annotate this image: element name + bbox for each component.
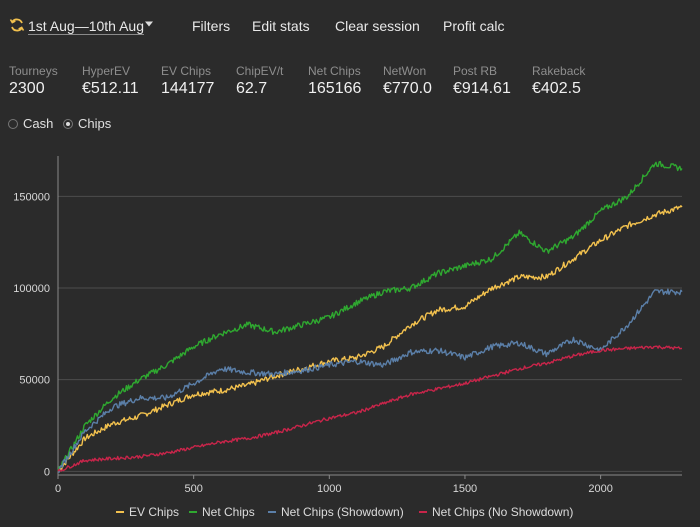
stat-label: Rakeback bbox=[532, 64, 586, 78]
x-tick-label: 1500 bbox=[453, 483, 477, 495]
stat-value: €512.11 bbox=[82, 80, 139, 97]
legend-swatch bbox=[419, 511, 427, 513]
refresh-icon[interactable] bbox=[9, 17, 25, 33]
radio-chips[interactable]: Chips bbox=[63, 116, 111, 131]
legend-swatch bbox=[116, 511, 124, 513]
radio-label: Cash bbox=[23, 116, 54, 131]
stat-value: €914.61 bbox=[453, 80, 511, 97]
legend-label: Net Chips (No Showdown) bbox=[432, 505, 574, 519]
stat-tourneys: Tourneys 2300 bbox=[9, 64, 58, 98]
series-line-net-chips-no-showdown bbox=[57, 345, 683, 472]
legend-label: Net Chips (Showdown) bbox=[281, 505, 404, 519]
legend-item-ev-chips[interactable]: EV Chips bbox=[116, 505, 179, 519]
legend-item-net-chips-no-showdown[interactable]: Net Chips (No Showdown) bbox=[419, 505, 573, 519]
stat-value: 165166 bbox=[308, 80, 362, 97]
legend-item-net-chips[interactable]: Net Chips bbox=[189, 505, 255, 519]
stat-value: 144177 bbox=[161, 80, 215, 97]
stat-rakeback: Rakeback €402.5 bbox=[532, 64, 585, 98]
stat-post-rb: Post RB €914.61 bbox=[453, 64, 511, 98]
x-tick-label: 2000 bbox=[588, 483, 612, 495]
stat-label: HyperEV bbox=[82, 64, 131, 78]
stat-value: €770.0 bbox=[383, 80, 432, 97]
legend-label: Net Chips bbox=[202, 505, 255, 519]
stat-net-chips: Net Chips 165166 bbox=[308, 64, 361, 98]
x-tick-label: 0 bbox=[55, 483, 61, 495]
stat-chipev-per-t: ChipEV/t 62.7 bbox=[236, 64, 283, 98]
stat-value: 62.7 bbox=[236, 80, 268, 97]
series-line-net-chips-showdown bbox=[57, 288, 683, 473]
stat-hyperev: HyperEV €512.11 bbox=[82, 64, 139, 98]
stat-label: ChipEV/t bbox=[236, 64, 284, 78]
date-range-selector[interactable]: 1st Aug—10th Aug bbox=[28, 18, 144, 34]
radio-indicator[interactable] bbox=[8, 118, 18, 129]
y-tick-label: 100000 bbox=[13, 283, 50, 295]
radio-label: Chips bbox=[78, 116, 112, 131]
stat-label: Net Chips bbox=[308, 64, 361, 78]
stat-label: Post RB bbox=[453, 64, 498, 78]
toolbar: 1st Aug—10th Aug Filters Edit stats Clea… bbox=[0, 0, 700, 50]
stat-value: 2300 bbox=[9, 80, 45, 97]
clear-session-button[interactable]: Clear session bbox=[335, 18, 420, 34]
x-tick-label: 1000 bbox=[317, 483, 341, 495]
x-tick-label: 500 bbox=[184, 483, 202, 495]
stat-ev-chips: EV Chips 144177 bbox=[161, 64, 214, 98]
y-tick-label: 50000 bbox=[19, 375, 50, 387]
series-line-ev-chips bbox=[57, 205, 683, 472]
legend-swatch bbox=[189, 511, 197, 513]
legend-swatch bbox=[268, 511, 276, 513]
stat-label: EV Chips bbox=[161, 64, 212, 78]
profit-calc-button[interactable]: Profit calc bbox=[443, 18, 505, 34]
legend-item-net-chips-showdown[interactable]: Net Chips (Showdown) bbox=[268, 505, 404, 519]
radio-indicator[interactable] bbox=[63, 118, 73, 129]
legend-label: EV Chips bbox=[129, 505, 180, 519]
stat-label: NetWon bbox=[383, 64, 427, 78]
chart-legend: EV Chips Net Chips Net Chips (Showdown) … bbox=[0, 505, 700, 523]
y-tick-label: 0 bbox=[44, 466, 50, 478]
chevron-down-icon[interactable] bbox=[144, 20, 154, 28]
stats-bar: Tourneys 2300 HyperEV €512.11 EV Chips 1… bbox=[0, 64, 700, 104]
filters-button[interactable]: Filters bbox=[192, 18, 231, 34]
y-tick-label: 150000 bbox=[13, 191, 50, 203]
edit-stats-button[interactable]: Edit stats bbox=[252, 18, 310, 34]
stat-netwon: NetWon €770.0 bbox=[383, 64, 432, 98]
stat-value: €402.5 bbox=[532, 80, 581, 97]
radio-cash[interactable]: Cash bbox=[8, 116, 53, 131]
chips-graph: 0 50000 100000 150000 0 500 1000 1500 2000 bbox=[13, 156, 683, 495]
mode-toggle: Cash Chips bbox=[0, 116, 200, 136]
stat-label: Tourneys bbox=[9, 64, 58, 78]
series-line-net-chips bbox=[57, 160, 683, 472]
